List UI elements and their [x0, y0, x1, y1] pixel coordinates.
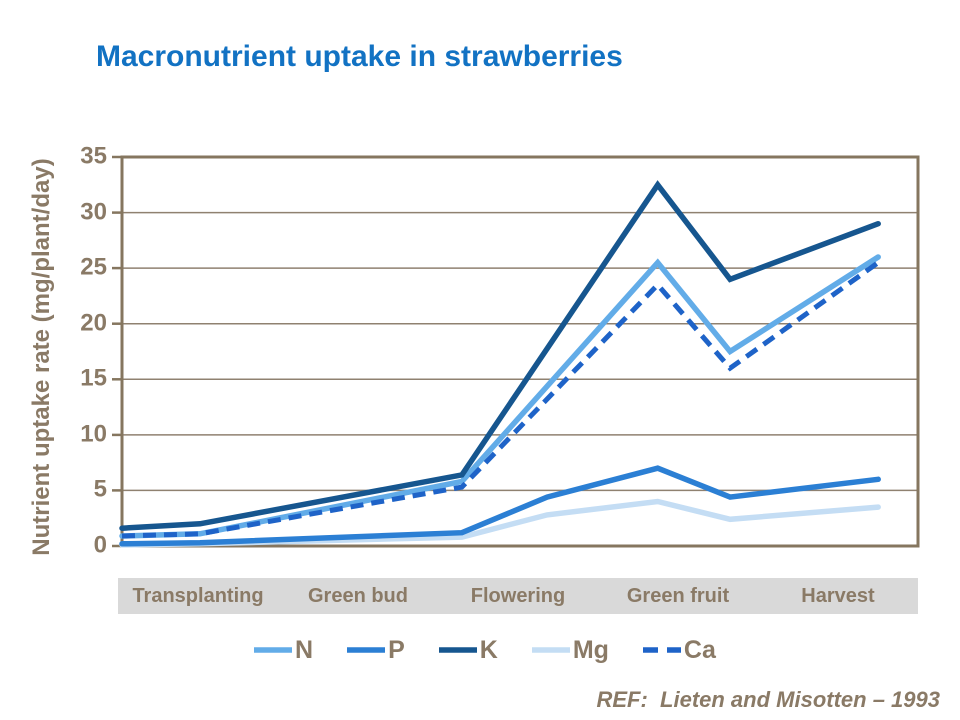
y-tick-label-35: 35 — [80, 142, 107, 170]
legend-label-Ca: Ca — [683, 635, 716, 664]
plot-border — [120, 155, 920, 548]
series-line-K — [119, 180, 881, 531]
category-label-flowering: Flowering — [470, 584, 566, 607]
y-tick-label-10: 10 — [80, 420, 107, 448]
series-line-Ca — [121, 260, 880, 539]
legend-swatch-K — [438, 647, 477, 653]
category-label-green-bud: Green bud — [307, 584, 408, 607]
legend-label-P: P — [388, 635, 405, 664]
series-line-P — [119, 465, 881, 547]
y-tick-label-0: 0 — [93, 531, 107, 559]
legend-swatch-Mg — [531, 647, 570, 653]
legend-item-P: P — [347, 636, 405, 665]
category-label-harvest: Harvest — [801, 584, 875, 607]
legend-item-K: K — [438, 635, 498, 665]
series-line-Mg — [119, 498, 881, 548]
y-tick-label-20: 20 — [80, 309, 107, 337]
legend-item-Ca: Ca — [642, 635, 716, 665]
legend-label-N: N — [295, 635, 314, 664]
y-tick-label-30: 30 — [80, 198, 107, 226]
category-label-green-fruit: Green fruit — [626, 584, 730, 607]
legend-label-Mg: Mg — [572, 635, 609, 664]
legend-swatch-Ca — [642, 647, 681, 653]
legend-swatch-P — [347, 647, 386, 653]
slide-title: Macronutrient uptake in strawberries — [96, 40, 623, 73]
legend-swatch-N — [254, 647, 292, 653]
y-tick-label-5: 5 — [93, 475, 107, 503]
category-band: Transplanting Green bud Flowering Green fru… — [118, 578, 918, 614]
reference-text: REF: Lieten and Misotten – 1993 — [596, 687, 940, 712]
legend: N P K Mg Ca — [254, 633, 716, 667]
category-label-transplanting: Transplanting — [132, 584, 264, 607]
y-tick-label-25: 25 — [80, 253, 107, 281]
y-axis-tick-labels: 0 5 10 15 20 25 30 35 — [0, 0, 107, 720]
legend-item-N: N — [254, 636, 313, 665]
legend-item-Mg: Mg — [531, 635, 609, 665]
legend-label-K: K — [479, 635, 498, 664]
y-tick-label-15: 15 — [80, 364, 107, 392]
